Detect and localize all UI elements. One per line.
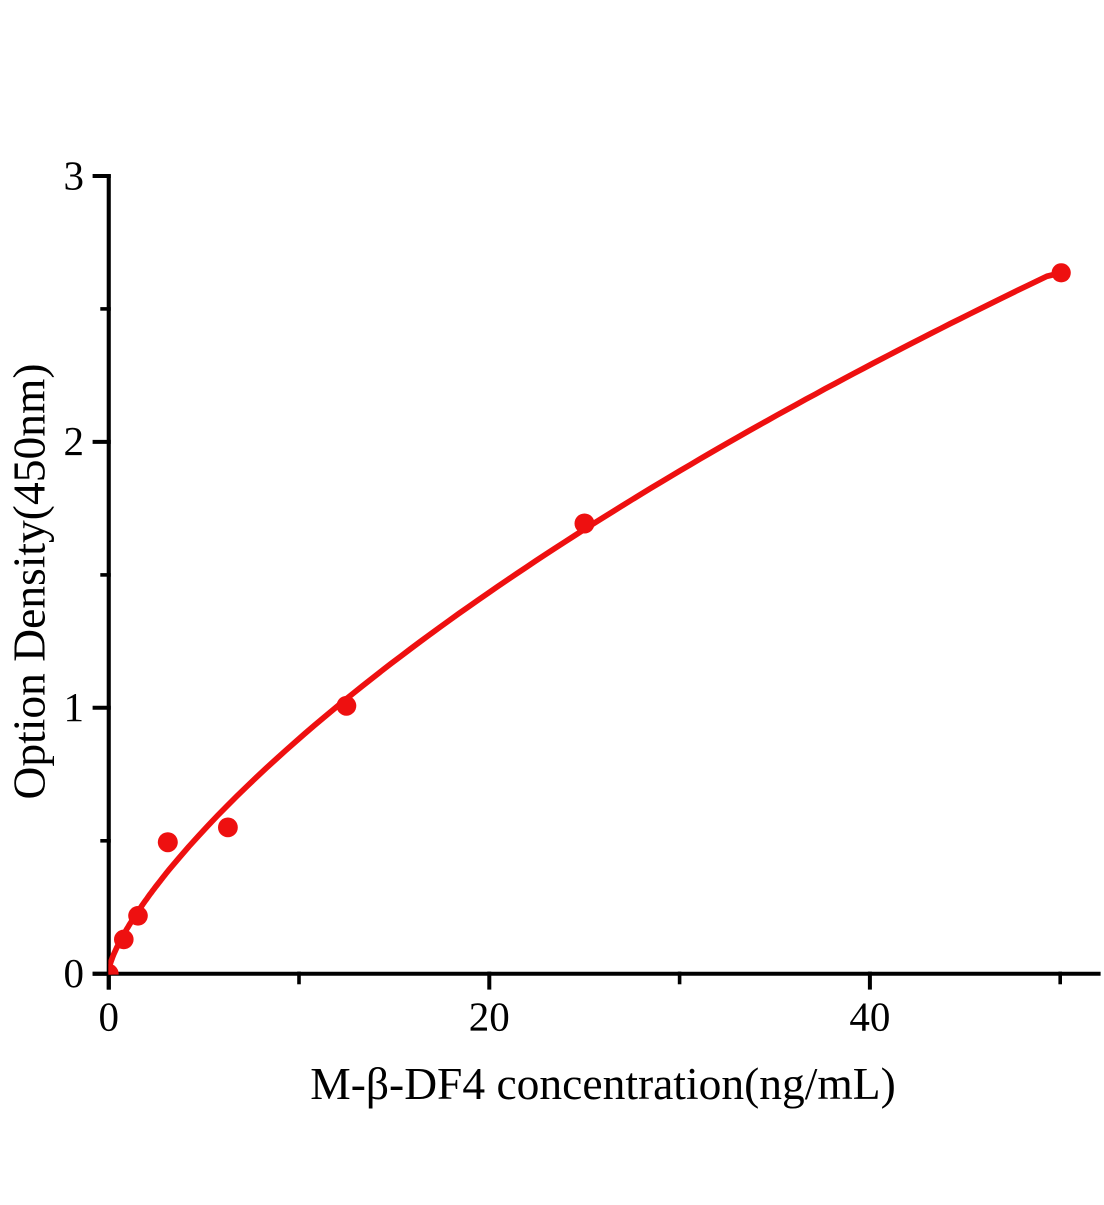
svg-text:20: 20 <box>469 993 510 1039</box>
svg-text:0: 0 <box>64 950 85 996</box>
svg-text:Option Density(450nm): Option Density(450nm) <box>4 363 55 799</box>
svg-text:3: 3 <box>64 152 85 198</box>
svg-text:M-β-DF4 concentration(ng/mL): M-β-DF4 concentration(ng/mL) <box>310 1058 895 1109</box>
svg-text:1: 1 <box>64 684 85 730</box>
svg-text:0: 0 <box>99 993 120 1039</box>
svg-text:40: 40 <box>849 993 890 1039</box>
svg-text:2: 2 <box>64 418 85 464</box>
